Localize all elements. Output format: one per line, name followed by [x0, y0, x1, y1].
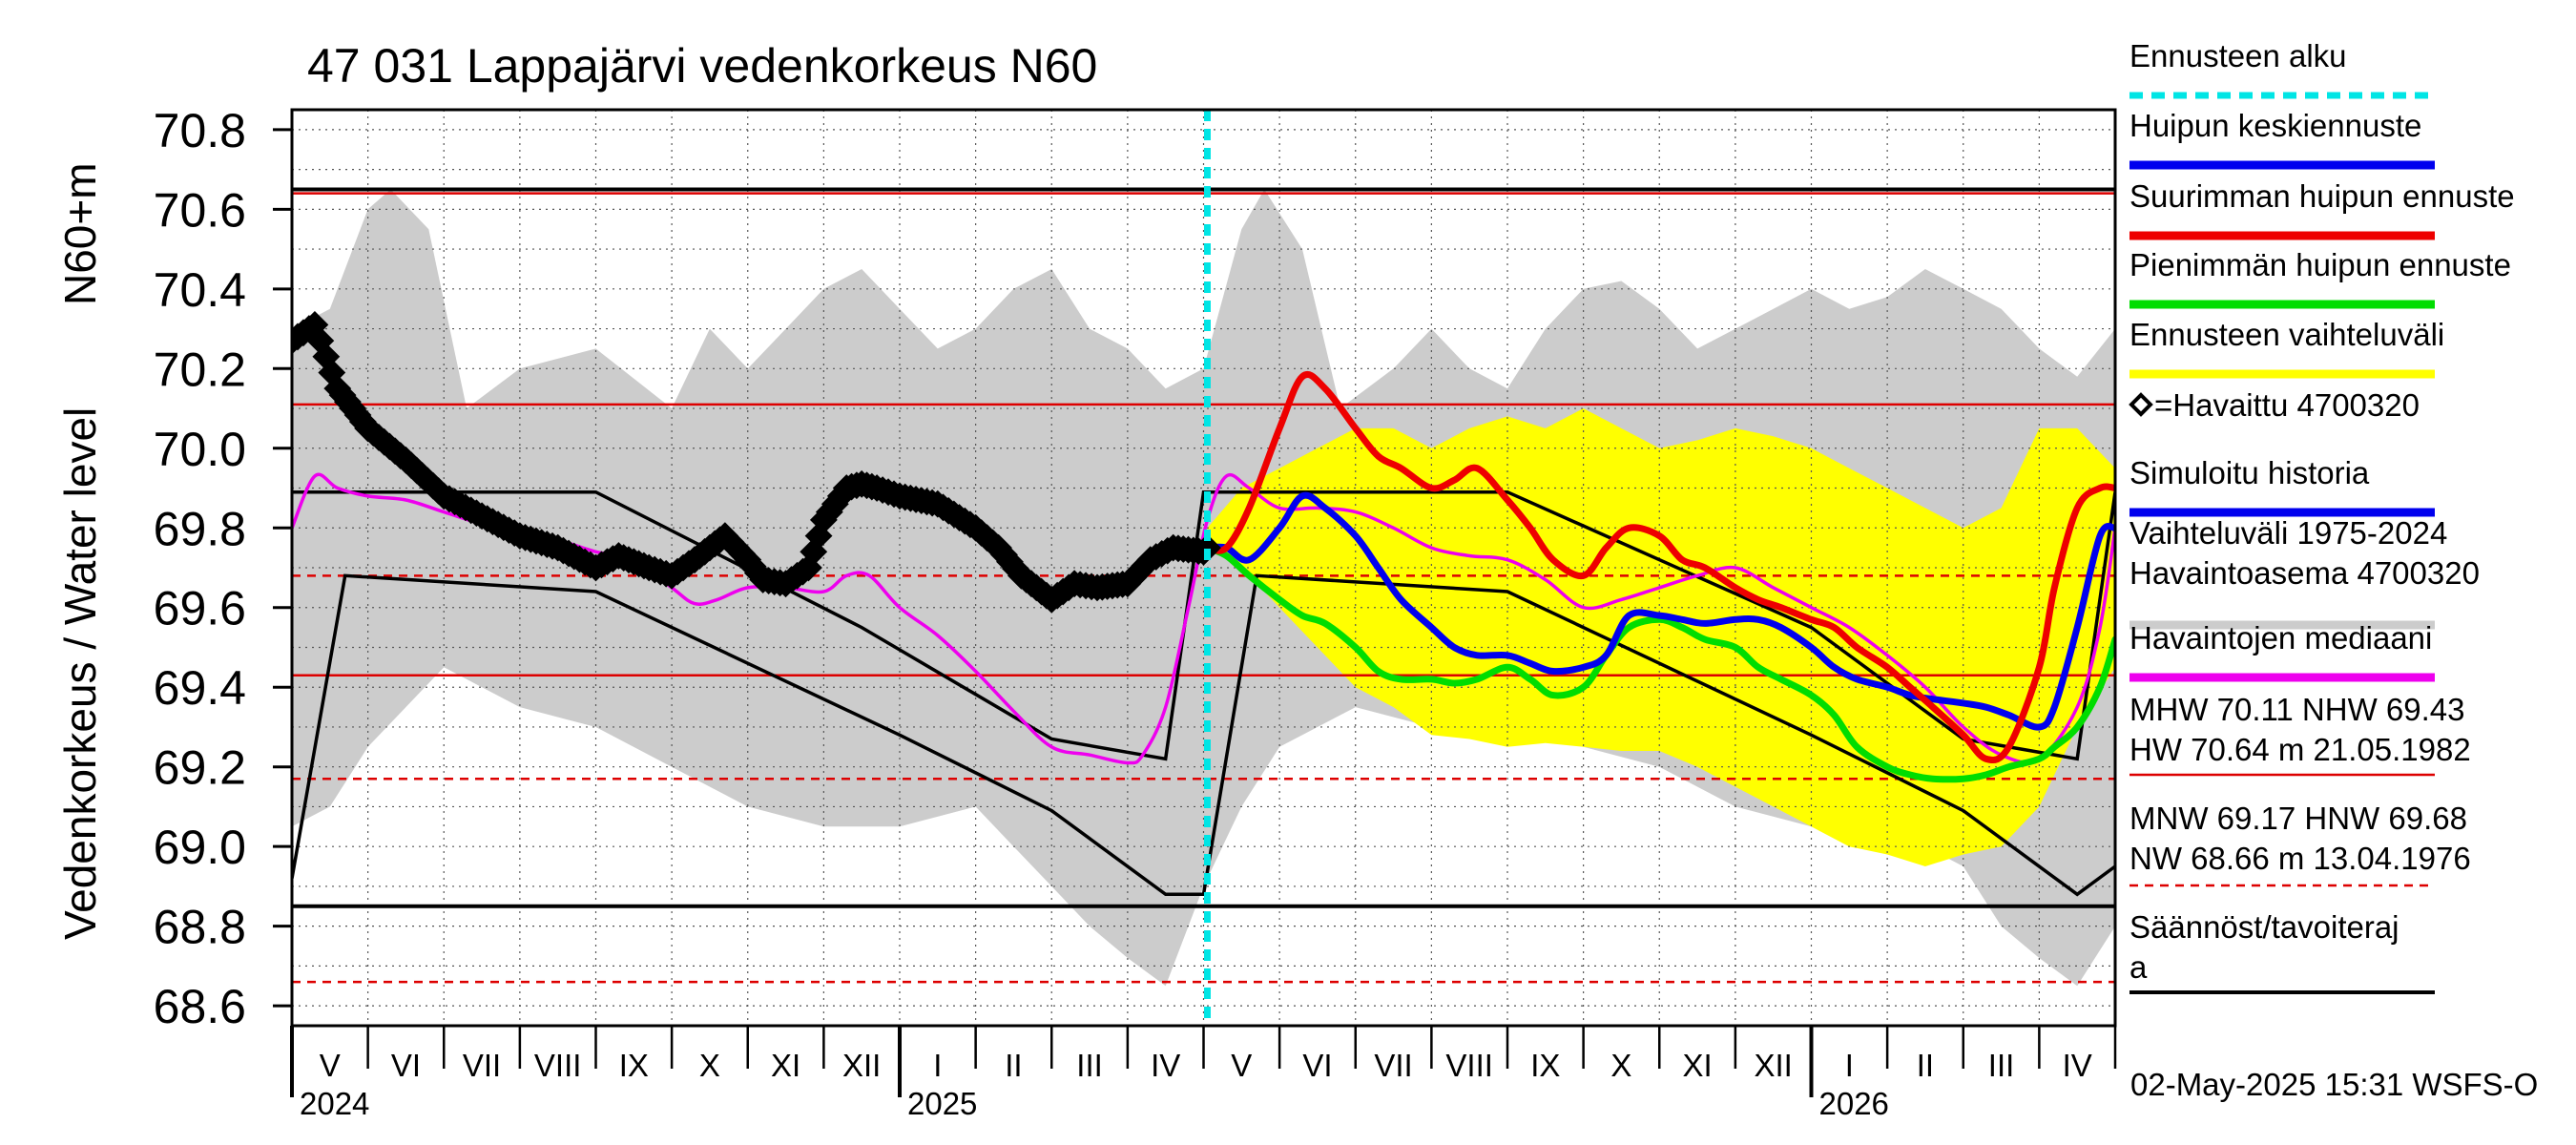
x-year-label: 2025: [907, 1086, 977, 1121]
observed-point: [804, 522, 833, 551]
x-month-label: V: [1231, 1048, 1252, 1083]
y-axis: 68.6 68.8 69.0 69.2 69.4 69.6 69.8 70.0 70.2 70.4…: [154, 104, 292, 1033]
legend-label: =Havaittu 4700320: [2154, 387, 2420, 423]
x-month-label: XII: [1755, 1048, 1793, 1083]
x-month-label: IX: [1530, 1048, 1560, 1083]
stats-line3: MNW 69.17 HNW 69.68: [2129, 801, 2467, 836]
y-tick-label: 69.4: [154, 661, 246, 715]
x-year-label: 2024: [300, 1086, 369, 1121]
legend: Ennusteen alku Huipun keskiennuste Suurimm…: [2129, 38, 2515, 994]
y-tick-label: 70.6: [154, 183, 246, 237]
x-month-label: II: [1917, 1048, 1934, 1083]
stats-line1: MHW 70.11 NHW 69.43: [2129, 692, 2465, 727]
x-month-label: IX: [619, 1048, 649, 1083]
historical-range-band: [292, 189, 2115, 987]
observed-point: [1194, 533, 1221, 562]
y-tick-label: 69.6: [154, 582, 246, 635]
x-month-label: II: [1005, 1048, 1022, 1083]
grid-layer: [292, 110, 2115, 1026]
series-layer: [292, 110, 2115, 1026]
plot-area: [292, 110, 2115, 1026]
regulation-line: [292, 573, 2115, 897]
legend-label: Havaintojen mediaani: [2129, 620, 2432, 656]
legend-label: Pienimmän huipun ennuste: [2129, 247, 2511, 282]
reference-lines-layer: [292, 187, 2115, 984]
x-month-label: VIII: [1445, 1048, 1493, 1083]
y-tick-label: 70.8: [154, 104, 246, 157]
x-month-label: III: [1988, 1048, 2015, 1083]
regulation-label-line2: a: [2129, 949, 2148, 985]
legend-marker: [2129, 392, 2153, 417]
y-axis-label: Vedenkorkeus / Water level: [55, 407, 105, 940]
x-month-label: VII: [1374, 1048, 1412, 1083]
x-month-label: XII: [842, 1048, 881, 1083]
x-month-label: X: [1610, 1048, 1631, 1083]
x-axis: V VI VII VIII IX X XI XII I II III IV V VI VII VIII IX X X…: [290, 1026, 2117, 1121]
x-month-label: V: [320, 1048, 341, 1083]
x-month-label: I: [1845, 1048, 1854, 1083]
legend-label: Havaintoasema 4700320: [2129, 555, 2480, 591]
y-tick-label: 68.6: [154, 980, 246, 1033]
y-axis-unit: N60+m: [55, 162, 105, 305]
x-month-label: VII: [463, 1048, 501, 1083]
x-month-label: VIII: [534, 1048, 582, 1083]
x-month-label: IV: [2063, 1048, 2092, 1083]
regulation-label-line1: Säännöst/tavoiteraj: [2129, 909, 2399, 945]
x-month-label: IV: [1151, 1048, 1180, 1083]
y-tick-label: 70.0: [154, 423, 246, 476]
observed-series: [292, 310, 1221, 614]
bands-layer: [292, 189, 2115, 987]
legend-label: Ennusteen alku: [2129, 38, 2347, 73]
x-month-label: VI: [1302, 1048, 1332, 1083]
min-peak-forecast-line: [1204, 544, 2115, 783]
y-tick-label: 70.2: [154, 343, 246, 396]
y-tick-label: 68.8: [154, 901, 246, 954]
x-month-label: XI: [771, 1048, 800, 1083]
chart-title: 47 031 Lappajärvi vedenkorkeus N60: [307, 39, 1097, 93]
timestamp: 02-May-2025 15:31 WSFS-O: [2130, 1067, 2538, 1102]
legend-label: Vaihteluväli 1975-2024: [2129, 515, 2447, 551]
stats-line2: HW 70.64 m 21.05.1982: [2129, 732, 2471, 767]
legend-label: Suurimman huipun ennuste: [2129, 178, 2515, 214]
legend-label: Huipun keskiennuste: [2129, 108, 2421, 143]
y-tick-label: 70.4: [154, 263, 246, 317]
x-month-label: III: [1076, 1048, 1103, 1083]
x-year-label: 2026: [1819, 1086, 1889, 1121]
forecast-range-band: [1207, 408, 2115, 866]
legend-label: Simuloitu historia: [2129, 455, 2370, 490]
y-tick-label: 69.8: [154, 502, 246, 555]
x-month-label: VI: [391, 1048, 421, 1083]
stats-line4: NW 68.66 m 13.04.1976: [2129, 841, 2471, 876]
y-tick-label: 69.0: [154, 821, 246, 874]
y-tick-label: 69.2: [154, 741, 246, 795]
x-month-label: XI: [1682, 1048, 1712, 1083]
x-month-label: X: [699, 1048, 720, 1083]
x-month-label: I: [933, 1048, 942, 1083]
mean-peak-forecast-line: [1204, 491, 2115, 731]
legend-label: Ennusteen vaihteluväli: [2129, 317, 2444, 352]
max-peak-forecast-line: [1204, 370, 2115, 763]
